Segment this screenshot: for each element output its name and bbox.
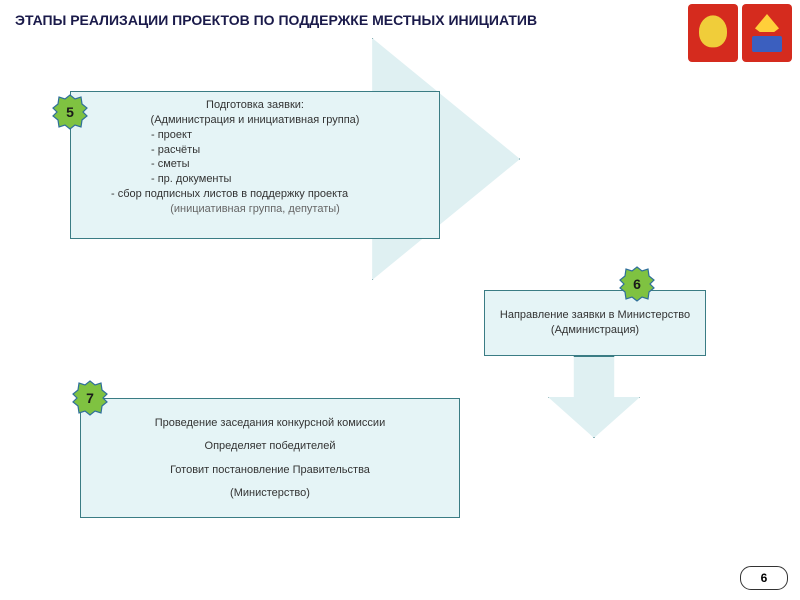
step5-item4: - пр. документы [81, 172, 429, 187]
step5-line2: - сбор подписных листов в поддержку прое… [81, 187, 429, 202]
page-number: 6 [740, 566, 788, 590]
badge-step7-number: 7 [86, 390, 94, 406]
badge-step6: 6 [619, 266, 655, 302]
step5-box: Подготовка заявки: (Администрация и иниц… [70, 91, 440, 239]
step6-line2: (Администрация) [551, 323, 639, 338]
badge-step5: 5 [52, 94, 88, 130]
arrow-down-step6 [548, 356, 640, 438]
page-title: ЭТАПЫ РЕАЛИЗАЦИИ ПРОЕКТОВ ПО ПОДДЕРЖКЕ М… [15, 12, 665, 28]
step7-line1: Проведение заседания конкурсной комиссии [89, 417, 451, 429]
step6-box: Направление заявки в Министерство (Админ… [484, 290, 706, 356]
emblems-container [688, 4, 792, 62]
step5-header2: (Администрация и инициативная группа) [81, 113, 429, 128]
step7-line4: (Министерство) [89, 487, 451, 499]
badge-step7: 7 [72, 380, 108, 416]
step7-line2: Определяет победителей [89, 440, 451, 452]
step5-item3: - сметы [81, 157, 429, 172]
emblem-russia-icon [688, 4, 738, 62]
step5-item1: - проект [81, 128, 429, 143]
badge-step6-number: 6 [633, 276, 641, 292]
badge-step5-number: 5 [66, 104, 74, 120]
step6-line1: Направление заявки в Министерство [500, 308, 690, 323]
step5-note: (инициативная группа, депутаты) [81, 202, 429, 217]
step7-box: Проведение заседания конкурсной комиссии… [80, 398, 460, 518]
emblem-region-icon [742, 4, 792, 62]
step5-header1: Подготовка заявки: [81, 98, 429, 113]
step7-line3: Готовит постановление Правительства [89, 464, 451, 476]
step5-item2: - расчёты [81, 143, 429, 158]
